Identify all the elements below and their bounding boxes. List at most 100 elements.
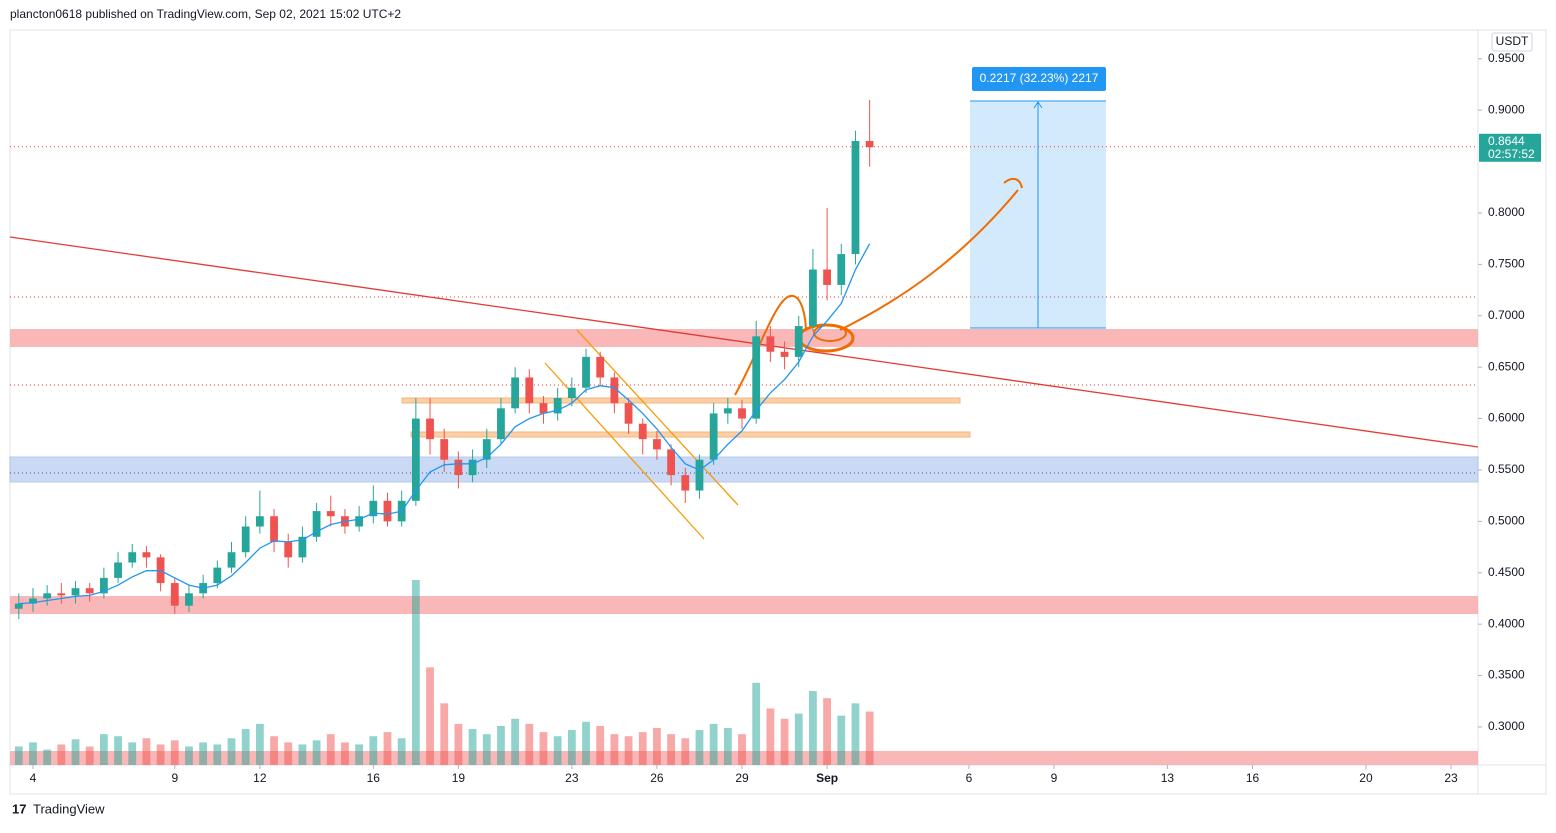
candle-body [766, 336, 775, 352]
candle-body [780, 351, 789, 357]
candle-body [851, 141, 860, 255]
volume-bar [355, 744, 364, 765]
measure-arrowhead [1033, 101, 1043, 109]
moving-average [18, 243, 871, 605]
volume-bar [213, 744, 222, 765]
volume-bar [468, 729, 477, 765]
x-tick-label: 19 [452, 771, 466, 785]
volume-bar [199, 742, 208, 765]
volume-bar [653, 728, 661, 765]
volume-bar [170, 740, 179, 765]
candle-body [837, 254, 846, 285]
candle-body [383, 500, 392, 522]
candle-body [653, 439, 661, 450]
drawings [9, 67, 1479, 765]
candle-body [142, 552, 151, 558]
candle-body [454, 459, 463, 476]
volume-bar [638, 732, 647, 765]
volume-bar [383, 732, 392, 765]
volume-bar [511, 718, 520, 765]
volume-bar [582, 721, 590, 765]
volume-bar [851, 703, 860, 765]
candle-body [14, 603, 23, 609]
volume-bar [114, 736, 122, 765]
support-zone [10, 596, 1478, 614]
x-tick-label: 23 [565, 771, 579, 785]
volume-bar [525, 723, 534, 765]
candle-body [738, 408, 746, 419]
volume-bar [312, 740, 321, 765]
projection-arrow [839, 189, 1019, 331]
volume-bar [723, 728, 732, 765]
candle-body [99, 577, 108, 594]
volume-bar [85, 746, 94, 765]
candle-body [255, 516, 264, 527]
candle-body [128, 552, 137, 563]
candle-body [43, 593, 52, 599]
x-tick-label: 4 [30, 771, 37, 785]
candle-body [369, 500, 378, 517]
candle-body [298, 536, 307, 558]
candle-body [170, 583, 179, 606]
candle-body [57, 593, 66, 596]
volume-bar [185, 746, 193, 765]
volume-bar [610, 734, 619, 765]
last-price-badge [1479, 133, 1541, 162]
candle-body [794, 326, 803, 357]
candle-body [539, 403, 548, 414]
candle-body [610, 377, 619, 404]
volume-bar [284, 742, 293, 765]
volume-bar [71, 739, 80, 765]
candle-body [114, 562, 122, 578]
y-tick-label: 0.5000 [1488, 514, 1525, 528]
x-tick-label: 13 [1161, 771, 1175, 785]
candle-body [582, 356, 590, 388]
candle-body [241, 526, 250, 553]
last-price-label: 0.8644 [1488, 134, 1525, 148]
y-tick-label: 0.3000 [1488, 719, 1525, 733]
candle-body [227, 552, 236, 568]
candles [14, 99, 874, 620]
x-tick-label: 9 [171, 771, 178, 785]
y-tick-label: 0.8000 [1488, 205, 1525, 219]
volume-bar [440, 703, 449, 765]
candle-body [809, 269, 817, 327]
demand-zone [9, 456, 1479, 483]
y-tick-label: 0.4500 [1488, 565, 1525, 579]
volume-bar [539, 732, 548, 765]
volume-bar [369, 736, 378, 765]
volume-pane [14, 580, 874, 765]
y-tick-label: 0.7500 [1488, 257, 1525, 271]
candle-body [326, 511, 335, 517]
volume-bar [99, 734, 108, 765]
volume-bar [128, 742, 137, 765]
candle-body [270, 516, 278, 542]
y-tick-label: 0.6500 [1488, 359, 1525, 373]
candle-body [355, 516, 364, 527]
x-tick-label: Sep [816, 771, 838, 785]
volume-bar [326, 734, 335, 765]
volume-bar [553, 736, 562, 765]
volume-bar [43, 749, 52, 765]
countdown-label: 02:57:52 [1488, 147, 1535, 161]
candle-body [596, 356, 605, 378]
volume-bar [14, 746, 23, 765]
volume-bar [780, 718, 789, 765]
y-tick-label: 0.5500 [1488, 462, 1525, 476]
volume-bar [397, 738, 406, 765]
x-tick-label: 20 [1359, 771, 1373, 785]
candle-body [284, 541, 293, 558]
volume-bar [255, 723, 264, 765]
volume-bar [695, 730, 704, 765]
x-tick-label: 26 [650, 771, 664, 785]
volume-bar [766, 708, 775, 765]
candle-body [567, 387, 576, 399]
volume-bar [794, 713, 803, 765]
candle-body [525, 377, 534, 404]
volume-bar [227, 738, 236, 765]
candle-body [185, 593, 193, 606]
x-tick-label: 12 [253, 771, 267, 785]
volume-bar [681, 738, 690, 765]
